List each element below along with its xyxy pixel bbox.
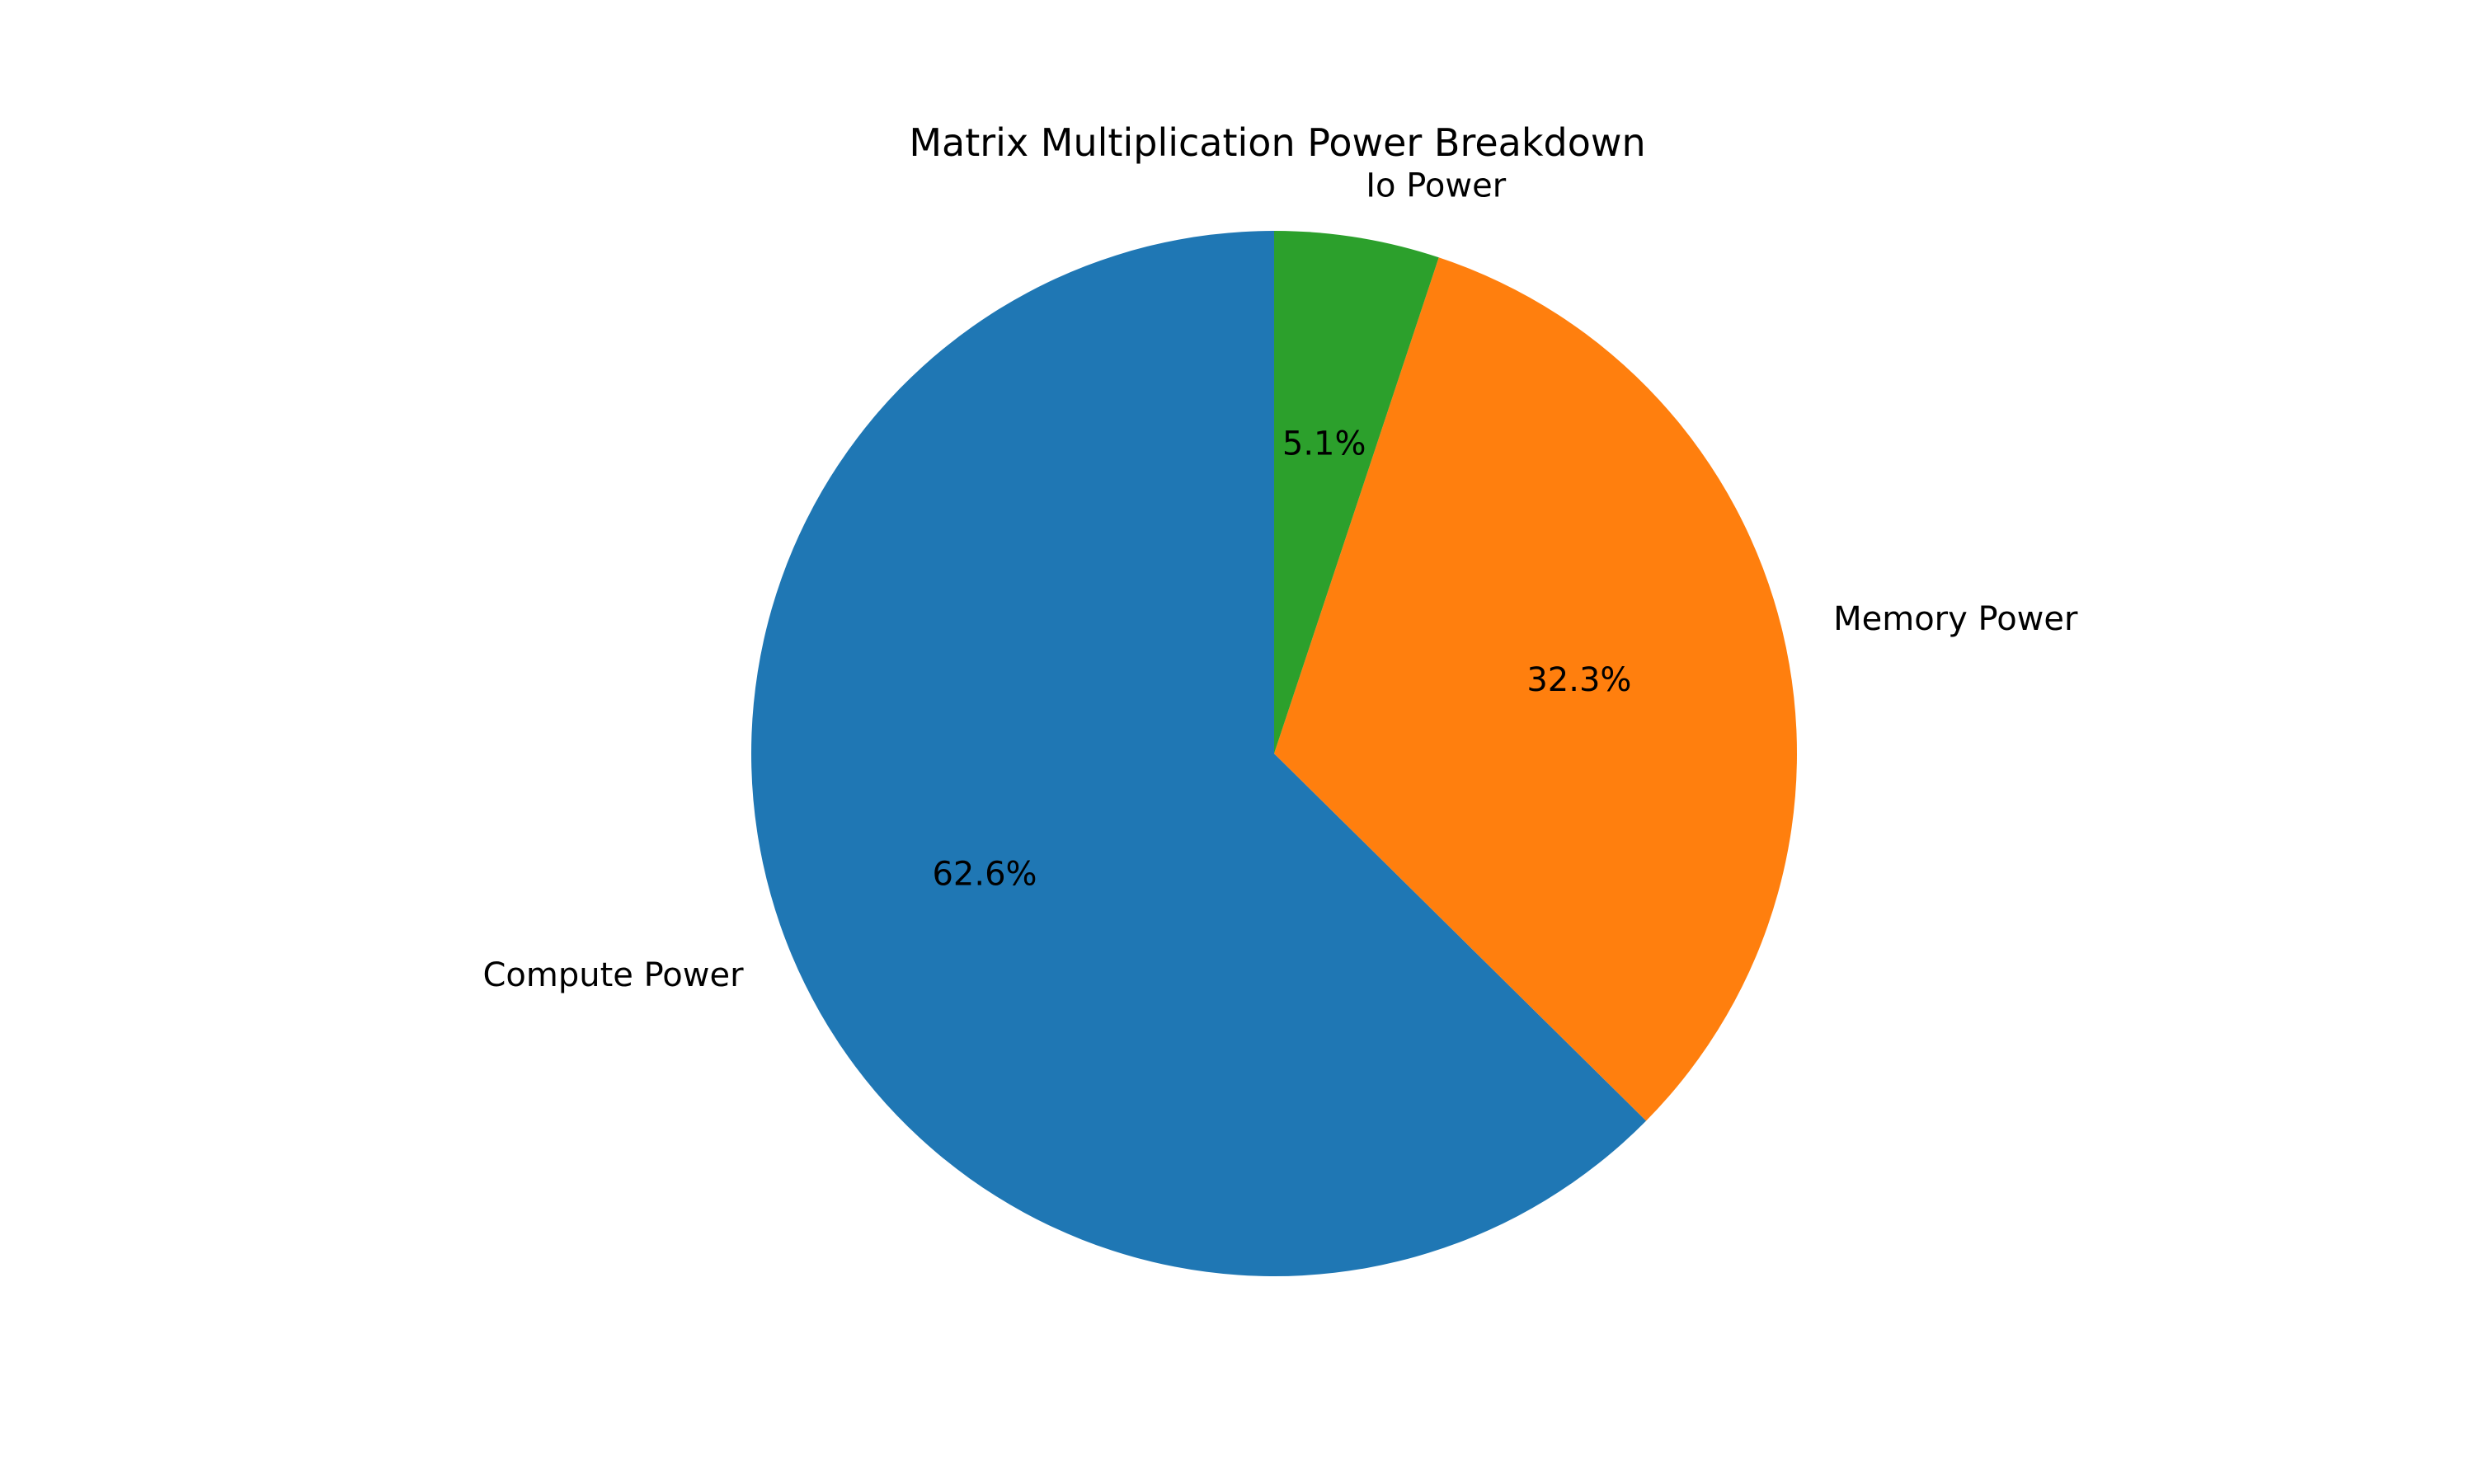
slice-label-memory-power: Memory Power bbox=[1833, 600, 2078, 638]
pie-slices bbox=[751, 231, 1798, 1276]
chart-title: Matrix Multiplication Power Breakdown bbox=[909, 120, 1645, 165]
pie-labels: 62.6% Compute Power 32.3% Memory Power 5.1% I… bbox=[482, 167, 2078, 994]
pie-slice-memory-power bbox=[1274, 257, 1798, 1121]
pct-label-memory-power: 32.3% bbox=[1526, 661, 1631, 699]
pie-slice-compute-power bbox=[751, 231, 1647, 1276]
slice-label-compute-power: Compute Power bbox=[482, 956, 744, 994]
pct-label-compute-power: 62.6% bbox=[932, 856, 1037, 894]
slice-label-io-power: Io Power bbox=[1366, 167, 1506, 205]
pie-slice-io-power bbox=[1274, 231, 1439, 754]
pct-label-io-power: 5.1% bbox=[1282, 425, 1366, 463]
